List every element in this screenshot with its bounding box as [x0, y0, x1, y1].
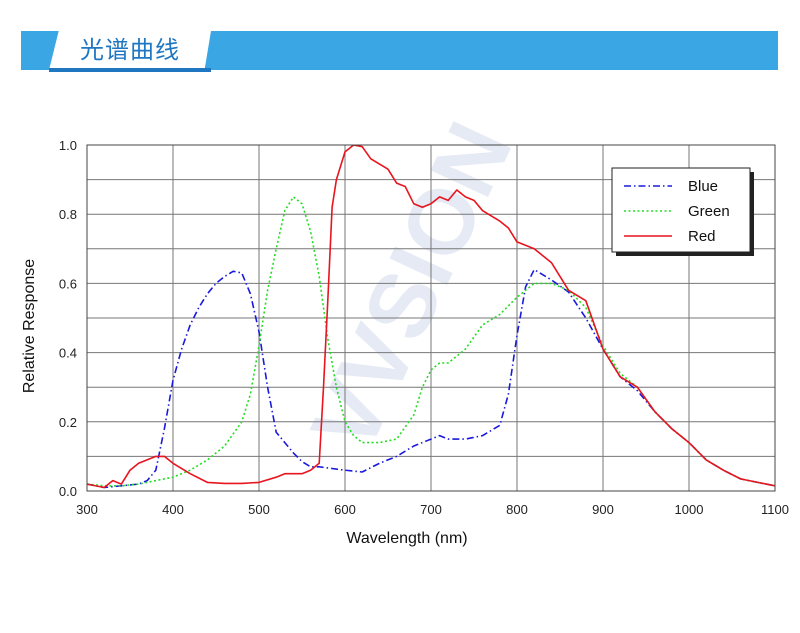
legend: Blue Green Red	[611, 167, 754, 256]
x-tick-label: 500	[248, 502, 270, 517]
x-tick-label: 1000	[675, 502, 704, 517]
y-tick-label: 0.6	[59, 276, 77, 291]
page-title: 光谱曲线	[80, 36, 180, 64]
x-tick-label: 300	[76, 502, 98, 517]
y-tick-label: 0.0	[59, 484, 77, 499]
x-tick-label: 400	[162, 502, 184, 517]
header-tab	[49, 31, 211, 70]
header-underline	[49, 68, 211, 72]
legend-box	[611, 167, 751, 253]
x-axis-ticks: 300 400 500 600 700 800 900 1000 1100	[76, 502, 789, 517]
x-tick-label: 900	[592, 502, 614, 517]
y-tick-label: 0.4	[59, 346, 77, 361]
y-tick-label: 0.2	[59, 415, 77, 430]
x-tick-label: 800	[506, 502, 528, 517]
legend-label-red: Red	[688, 228, 716, 245]
x-tick-label: 1100	[761, 502, 789, 517]
x-tick-label: 700	[420, 502, 442, 517]
legend-label-green: Green	[688, 203, 730, 220]
x-tick-label: 600	[334, 502, 356, 517]
series-layer	[87, 145, 775, 489]
legend-label-blue: Blue	[688, 178, 718, 195]
y-axis-ticks: 0.0 0.2 0.4 0.6 0.8 1.0	[59, 138, 77, 499]
series-line-red	[87, 145, 775, 489]
y-tick-label: 0.8	[59, 207, 77, 222]
plot-frame	[86, 144, 776, 492]
y-tick-label: 1.0	[59, 138, 77, 153]
x-axis-label: Wavelength (nm)	[346, 530, 467, 547]
y-axis-label: Relative Response	[21, 259, 38, 393]
